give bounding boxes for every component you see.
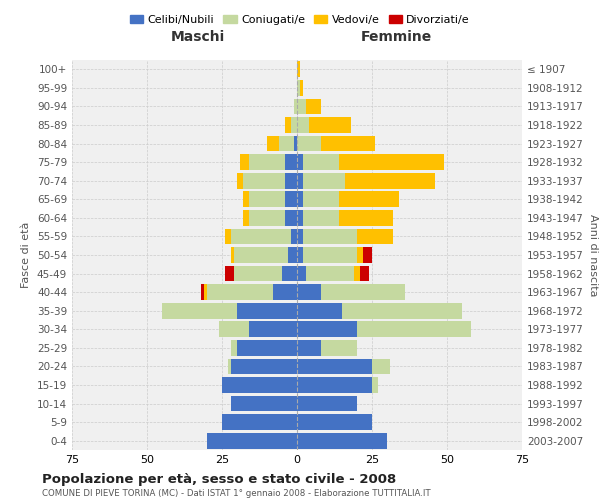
Bar [297, 266, 306, 281]
Bar [222, 377, 297, 393]
Bar [303, 210, 339, 226]
Bar [297, 284, 321, 300]
Bar [297, 340, 321, 356]
Bar [225, 266, 234, 281]
Bar [231, 340, 237, 356]
Bar [297, 414, 372, 430]
Bar [237, 173, 243, 188]
Bar [306, 98, 321, 114]
Bar [297, 303, 342, 318]
Bar [303, 228, 357, 244]
Bar [249, 154, 285, 170]
Bar [345, 173, 435, 188]
Bar [249, 210, 285, 226]
Bar [297, 136, 321, 152]
Bar [357, 322, 471, 337]
Text: Popolazione per età, sesso e stato civile - 2008: Popolazione per età, sesso e stato civil… [42, 472, 396, 486]
Bar [228, 358, 231, 374]
Y-axis label: Anni di nascita: Anni di nascita [587, 214, 598, 296]
Bar [273, 284, 297, 300]
Bar [243, 192, 249, 207]
Bar [285, 210, 297, 226]
Legend: Celibi/Nubili, Coniugati/e, Vedovi/e, Divorziati/e: Celibi/Nubili, Coniugati/e, Vedovi/e, Di… [125, 10, 475, 29]
Bar [288, 247, 297, 263]
Bar [339, 192, 399, 207]
Bar [363, 247, 372, 263]
Bar [309, 117, 351, 133]
Bar [294, 98, 297, 114]
Bar [360, 266, 369, 281]
Bar [321, 284, 405, 300]
Bar [297, 228, 303, 244]
Bar [321, 340, 357, 356]
Bar [303, 247, 357, 263]
Bar [240, 154, 249, 170]
Bar [204, 284, 207, 300]
Bar [297, 173, 303, 188]
Bar [297, 80, 300, 96]
Text: Maschi: Maschi [171, 30, 225, 44]
Bar [297, 62, 300, 77]
Bar [321, 136, 375, 152]
Bar [222, 414, 297, 430]
Bar [297, 322, 357, 337]
Bar [354, 266, 360, 281]
Bar [201, 284, 204, 300]
Bar [225, 228, 231, 244]
Bar [303, 173, 345, 188]
Bar [285, 117, 291, 133]
Bar [297, 377, 372, 393]
Bar [339, 154, 444, 170]
Bar [243, 173, 285, 188]
Bar [237, 303, 297, 318]
Bar [357, 247, 363, 263]
Bar [162, 303, 237, 318]
Bar [342, 303, 462, 318]
Bar [231, 228, 291, 244]
Bar [237, 340, 297, 356]
Bar [249, 192, 285, 207]
Bar [297, 117, 309, 133]
Bar [249, 322, 297, 337]
Bar [279, 136, 294, 152]
Y-axis label: Fasce di età: Fasce di età [22, 222, 31, 288]
Bar [219, 322, 249, 337]
Text: COMUNE DI PIEVE TORINA (MC) - Dati ISTAT 1° gennaio 2008 - Elaborazione TUTTITAL: COMUNE DI PIEVE TORINA (MC) - Dati ISTAT… [42, 489, 431, 498]
Bar [297, 98, 306, 114]
Bar [294, 136, 297, 152]
Bar [297, 192, 303, 207]
Bar [297, 396, 357, 411]
Bar [243, 210, 249, 226]
Bar [297, 358, 372, 374]
Bar [207, 433, 297, 448]
Bar [306, 266, 354, 281]
Bar [234, 266, 282, 281]
Bar [231, 247, 234, 263]
Bar [297, 154, 303, 170]
Bar [282, 266, 297, 281]
Bar [285, 192, 297, 207]
Bar [291, 117, 297, 133]
Bar [300, 80, 303, 96]
Text: Femmine: Femmine [361, 30, 431, 44]
Bar [285, 154, 297, 170]
Bar [339, 210, 393, 226]
Bar [303, 192, 339, 207]
Bar [267, 136, 279, 152]
Bar [297, 247, 303, 263]
Bar [297, 433, 387, 448]
Bar [234, 247, 288, 263]
Bar [297, 210, 303, 226]
Bar [357, 228, 393, 244]
Bar [303, 154, 339, 170]
Bar [291, 228, 297, 244]
Bar [372, 377, 378, 393]
Bar [231, 358, 297, 374]
Bar [372, 358, 390, 374]
Bar [285, 173, 297, 188]
Bar [231, 396, 297, 411]
Bar [207, 284, 273, 300]
